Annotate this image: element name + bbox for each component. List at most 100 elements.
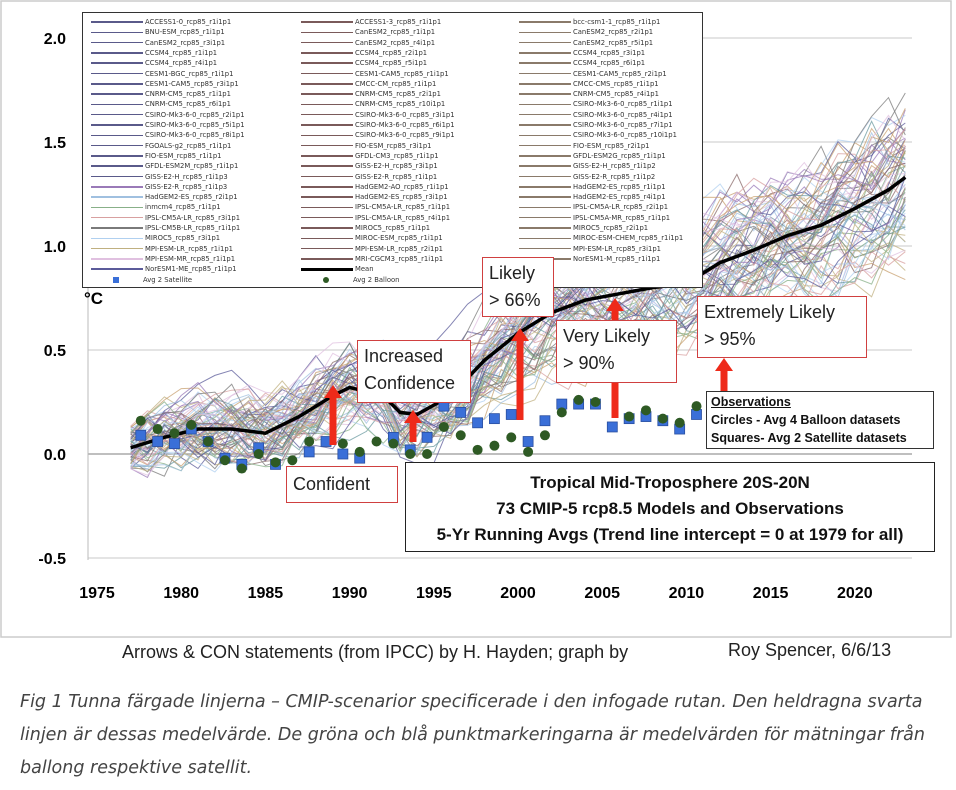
balloon-point xyxy=(657,413,668,424)
legend-item: CESM1-CAM5_rcp85_r3i1p1 xyxy=(91,79,239,89)
legend-label: CNRM-CM5_rcp85_r6i1p1 xyxy=(145,100,231,109)
legend-swatch xyxy=(519,155,571,157)
legend-swatch xyxy=(301,134,353,137)
legend-item: NorESM1-ME_rcp85_r1i1p1 xyxy=(91,264,237,274)
red-arrow-head xyxy=(606,298,624,311)
legend-swatch xyxy=(519,93,571,95)
legend-swatch xyxy=(519,196,571,198)
balloon-point xyxy=(422,449,433,459)
legend-item: CSIRO-Mk3-6-0_rcp85_r2i1p1 xyxy=(91,110,245,120)
legend-item: CanESM2_rcp85_r4i1p1 xyxy=(301,38,435,48)
legend-item: CSIRO-Mk3-6-0_rcp85_r1i1p1 xyxy=(519,99,673,109)
satellite-point xyxy=(472,417,483,429)
legend-swatch xyxy=(301,155,353,157)
legend-swatch xyxy=(519,21,571,23)
legend-label: MPI-ESM-LR_rcp85_r2i1p1 xyxy=(355,244,443,253)
legend-swatch xyxy=(301,72,353,75)
legend-item: MPI-ESM-LR_rcp85_r3i1p1 xyxy=(519,244,661,254)
legend-label: HadGEM2-ES_rcp85_r3i1p1 xyxy=(355,193,448,202)
legend-label: MIROC5_rcp85_r1i1p1 xyxy=(355,224,431,232)
legend-label: MIROC-ESM_rcp85_r1i1p1 xyxy=(355,234,443,243)
legend-item: CCSM4_rcp85_r6i1p1 xyxy=(519,58,645,68)
legend-swatch xyxy=(301,247,353,250)
legend-swatch xyxy=(91,247,143,250)
legend-swatch xyxy=(301,227,353,229)
x-tick-label: 2020 xyxy=(837,585,873,602)
legend-item: IPSL-CM5B-LR_rcp85_r1i1p1 xyxy=(91,223,240,233)
balloon-point xyxy=(691,401,702,412)
legend-item: CCSM4_rcp85_r5i1p1 xyxy=(301,58,427,68)
legend-item: CSIRO-Mk3-6-0_rcp85_r5i1p1 xyxy=(91,120,245,130)
legend-item: CCSM4_rcp85_r4i1p1 xyxy=(91,58,217,68)
legend-item: CSIRO-Mk3-6-0_rcp85_r10i1p1 xyxy=(519,130,677,140)
legend-swatch xyxy=(301,31,353,34)
legend-item: CanESM2_rcp85_r3i1p1 xyxy=(91,38,225,48)
legend-item: inmcm4_rcp85_r1i1p1 xyxy=(91,202,221,212)
legend-item: GISS-E2-H_rcp85_r1i1p2 xyxy=(519,161,656,171)
legend-label: CCSM4_rcp85_r5i1p1 xyxy=(355,59,428,68)
legend-swatch xyxy=(519,103,571,106)
legend-swatch xyxy=(91,31,143,34)
satellite-point xyxy=(455,406,467,418)
legend-item: CESM1-CAM5_rcp85_r2i1p1 xyxy=(519,69,667,79)
legend-item: HadGEM2-ES_rcp85_r3i1p1 xyxy=(301,192,448,202)
legend-item: MRI-CGCM3_rcp85_r1i1p1 xyxy=(301,254,443,264)
balloon-point xyxy=(169,428,180,439)
red-arrow-shaft xyxy=(409,422,417,442)
legend-label: HadGEM2-ES_rcp85_r2i1p1 xyxy=(145,193,238,202)
legend-label: IPSL-CM5A-LR_rcp85_r1i1p1 xyxy=(355,203,451,212)
legend-item: ACCESS1-0_rcp85_r1i1p1 xyxy=(91,17,231,27)
legend-item: IPSL-CM5A-LR_rcp85_r3i1p1 xyxy=(91,213,240,223)
legend-label: CNRM-CM5_rcp85_r1i1p1 xyxy=(145,90,231,99)
balloon-point xyxy=(489,440,500,451)
satellite-point xyxy=(337,448,349,460)
legend-label: bcc-csm1-1_rcp85_r1i1p1 xyxy=(573,18,661,26)
red-arrow-head xyxy=(324,385,342,398)
legend-swatch xyxy=(301,83,353,85)
legend-swatch xyxy=(519,165,571,167)
x-tick-label: 1985 xyxy=(248,585,284,602)
legend-item: MPI-ESM-LR_rcp85_r2i1p1 xyxy=(301,244,443,254)
legend-swatch xyxy=(91,237,143,240)
legend-swatch xyxy=(301,186,353,188)
satellite-point xyxy=(522,436,534,447)
legend-swatch xyxy=(91,52,143,54)
legend-item: FIO-ESM_rcp85_r2i1p1 xyxy=(519,141,650,151)
legend-label: MPI-ESM-MR_rcp85_r1i1p1 xyxy=(145,254,236,263)
satellite-point xyxy=(539,415,551,427)
legend-item: CanESM2_rcp85_r2i1p1 xyxy=(519,27,653,37)
legend-swatch xyxy=(519,247,571,250)
legend-swatch xyxy=(91,175,143,178)
legend-item: CCSM4_rcp85_r1i1p1 xyxy=(91,48,217,58)
legend-swatch xyxy=(519,41,571,44)
legend-item: CanESM2_rcp85_r1i1p1 xyxy=(301,27,435,37)
legend-item: MPI-ESM-LR_rcp85_r1i1p1 xyxy=(91,244,233,254)
legend-swatch xyxy=(301,93,353,95)
x-tick-label: 2000 xyxy=(500,585,536,602)
legend-label: CSIRO-Mk3-6-0_rcp85_r6i1p1 xyxy=(355,121,455,129)
legend-swatch xyxy=(301,52,353,54)
square-marker-icon xyxy=(113,276,119,283)
legend-item: CSIRO-Mk3-6-0_rcp85_r4i1p1 xyxy=(519,110,673,120)
legend-label: MIROC5_rcp85_r2i1p1 xyxy=(573,224,649,232)
balloon-point xyxy=(624,411,635,422)
legend-item: CCSM4_rcp85_r3i1p1 xyxy=(519,48,645,58)
legend-label: GFDL-ESM2G_rcp85_r1i1p1 xyxy=(573,151,666,160)
legend-label: GISS-E2-R_rcp85_r1i1p1 xyxy=(355,172,438,181)
legend-label: HadGEM2-AO_rcp85_r1i1p1 xyxy=(355,182,449,191)
legend-label: FIO-ESM_rcp85_r1i1p1 xyxy=(145,151,222,160)
annotation-text: Likely xyxy=(489,263,536,283)
legend-label: FIO-ESM_rcp85_r2i1p1 xyxy=(573,141,650,150)
legend-label: GFDL-ESM2M_rcp85_r1i1p1 xyxy=(145,162,239,171)
legend-item: ACCESS1-3_rcp85_r1i1p1 xyxy=(301,17,441,27)
satellite-point xyxy=(489,413,500,425)
legend-label: Mean xyxy=(355,265,374,274)
legend-swatch xyxy=(519,134,571,137)
legend-label: IPSL-CM5B-LR_rcp85_r1i1p1 xyxy=(145,224,241,232)
x-tick-label: 2005 xyxy=(584,585,620,602)
balloon-point xyxy=(405,449,416,459)
legend-swatch xyxy=(519,175,571,178)
observations-squares: Squares- Avg 2 Satellite datasets xyxy=(711,431,907,445)
balloon-point xyxy=(674,417,685,428)
legend-label: CCSM4_rcp85_r6i1p1 xyxy=(573,59,646,68)
